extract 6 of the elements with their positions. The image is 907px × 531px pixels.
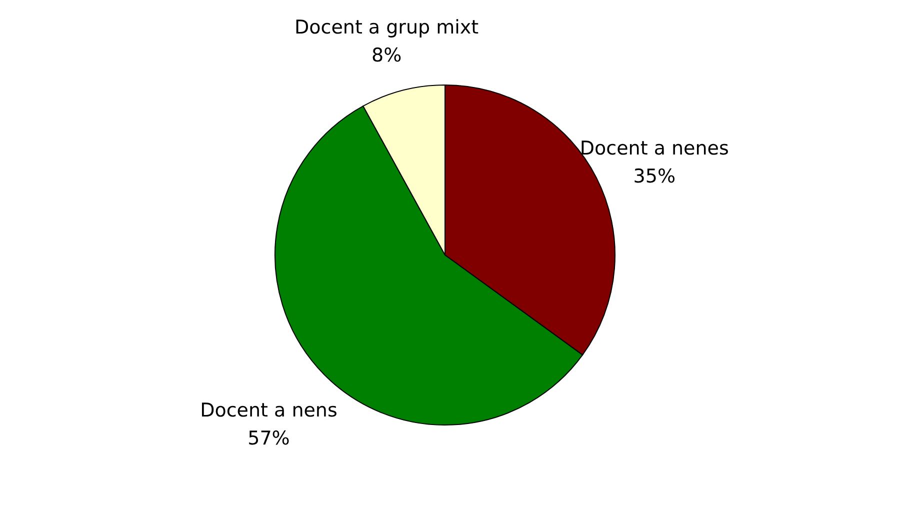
- data-label: 8%: [371, 44, 402, 66]
- data-label: 57%: [248, 427, 290, 450]
- data-label: 35%: [633, 165, 676, 188]
- slice-label: Docent a nenes: [580, 137, 729, 160]
- slice-label: Docent a grup mixt: [294, 16, 479, 38]
- slice-label: Docent a nens: [200, 399, 338, 422]
